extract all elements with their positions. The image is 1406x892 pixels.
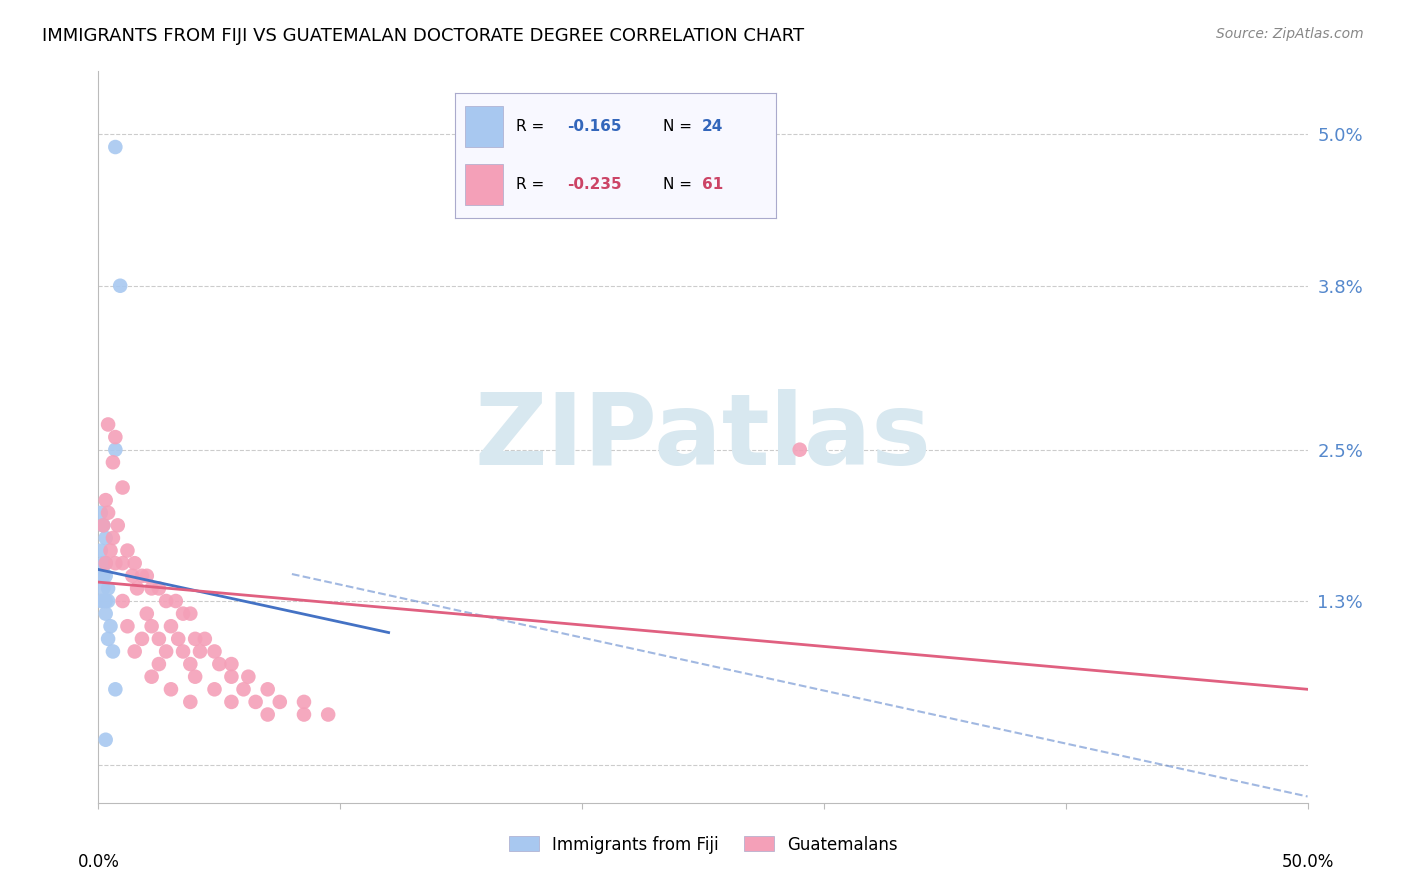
Point — [124, 644, 146, 658]
Text: IMMIGRANTS FROM FIJI VS GUATEMALAN DOCTORATE DEGREE CORRELATION CHART: IMMIGRANTS FROM FIJI VS GUATEMALAN DOCTO… — [42, 27, 804, 45]
Point — [172, 644, 194, 658]
Point — [221, 657, 243, 671]
Point — [94, 556, 117, 570]
Point — [117, 543, 139, 558]
Point — [160, 619, 183, 633]
Point — [221, 695, 243, 709]
Point — [101, 455, 124, 469]
Text: 50.0%: 50.0% — [1281, 854, 1334, 871]
Point — [91, 518, 114, 533]
Point — [97, 417, 120, 432]
Point — [117, 619, 139, 633]
Point — [165, 594, 187, 608]
Point — [97, 594, 120, 608]
Point — [172, 607, 194, 621]
Point — [107, 518, 129, 533]
Legend: Immigrants from Fiji, Guatemalans: Immigrants from Fiji, Guatemalans — [502, 829, 904, 860]
Point — [94, 594, 117, 608]
Point — [269, 695, 291, 709]
Point — [101, 531, 124, 545]
Point — [188, 644, 211, 658]
Point — [91, 518, 114, 533]
Point — [94, 556, 117, 570]
Point — [208, 657, 231, 671]
Point — [121, 569, 143, 583]
Point — [131, 632, 153, 646]
Point — [104, 430, 127, 444]
Point — [256, 682, 278, 697]
Point — [179, 607, 201, 621]
Point — [155, 644, 177, 658]
Point — [97, 506, 120, 520]
Point — [160, 682, 183, 697]
Point — [221, 670, 243, 684]
Point — [90, 569, 112, 583]
Point — [179, 657, 201, 671]
Point — [167, 632, 190, 646]
Point — [91, 594, 114, 608]
Point — [141, 582, 163, 596]
Point — [141, 619, 163, 633]
Point — [104, 682, 127, 697]
Point — [789, 442, 811, 457]
Text: Source: ZipAtlas.com: Source: ZipAtlas.com — [1216, 27, 1364, 41]
Point — [245, 695, 267, 709]
Point — [90, 506, 112, 520]
Point — [155, 594, 177, 608]
Point — [127, 582, 149, 596]
Point — [94, 607, 117, 621]
Point — [100, 543, 122, 558]
Point — [111, 481, 134, 495]
Point — [91, 556, 114, 570]
Point — [94, 569, 117, 583]
Point — [316, 707, 339, 722]
Point — [100, 619, 122, 633]
Point — [94, 531, 117, 545]
Point — [135, 569, 157, 583]
Point — [194, 632, 217, 646]
Point — [256, 707, 278, 722]
Point — [204, 644, 226, 658]
Point — [104, 556, 127, 570]
Point — [97, 632, 120, 646]
Point — [179, 695, 201, 709]
Point — [91, 582, 114, 596]
Point — [148, 632, 170, 646]
Point — [232, 682, 254, 697]
Point — [204, 682, 226, 697]
Point — [184, 670, 207, 684]
Point — [292, 707, 315, 722]
Text: 0.0%: 0.0% — [77, 854, 120, 871]
Point — [148, 657, 170, 671]
Point — [238, 670, 260, 684]
Point — [148, 582, 170, 596]
Point — [90, 594, 112, 608]
Point — [104, 140, 127, 154]
Point — [108, 278, 131, 293]
Point — [124, 556, 146, 570]
Point — [135, 607, 157, 621]
Text: ZIPatlas: ZIPatlas — [475, 389, 931, 485]
Point — [97, 582, 120, 596]
Point — [131, 569, 153, 583]
Point — [111, 594, 134, 608]
Point — [94, 493, 117, 508]
Point — [101, 644, 124, 658]
Point — [111, 556, 134, 570]
Point — [184, 632, 207, 646]
Point — [91, 569, 114, 583]
Point — [292, 695, 315, 709]
Point — [104, 442, 127, 457]
Point — [94, 732, 117, 747]
Point — [90, 543, 112, 558]
Point — [141, 670, 163, 684]
